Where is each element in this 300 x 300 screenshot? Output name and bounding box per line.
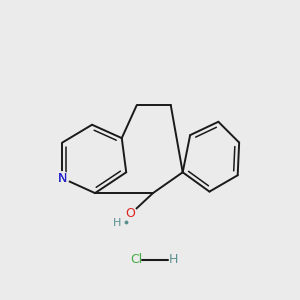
Text: N: N (58, 172, 67, 185)
Text: H: H (169, 254, 178, 266)
Text: O: O (126, 207, 136, 220)
Text: N: N (58, 172, 67, 185)
Text: Cl: Cl (130, 254, 143, 266)
Circle shape (124, 207, 137, 220)
Text: H: H (113, 218, 122, 228)
Circle shape (56, 172, 69, 185)
